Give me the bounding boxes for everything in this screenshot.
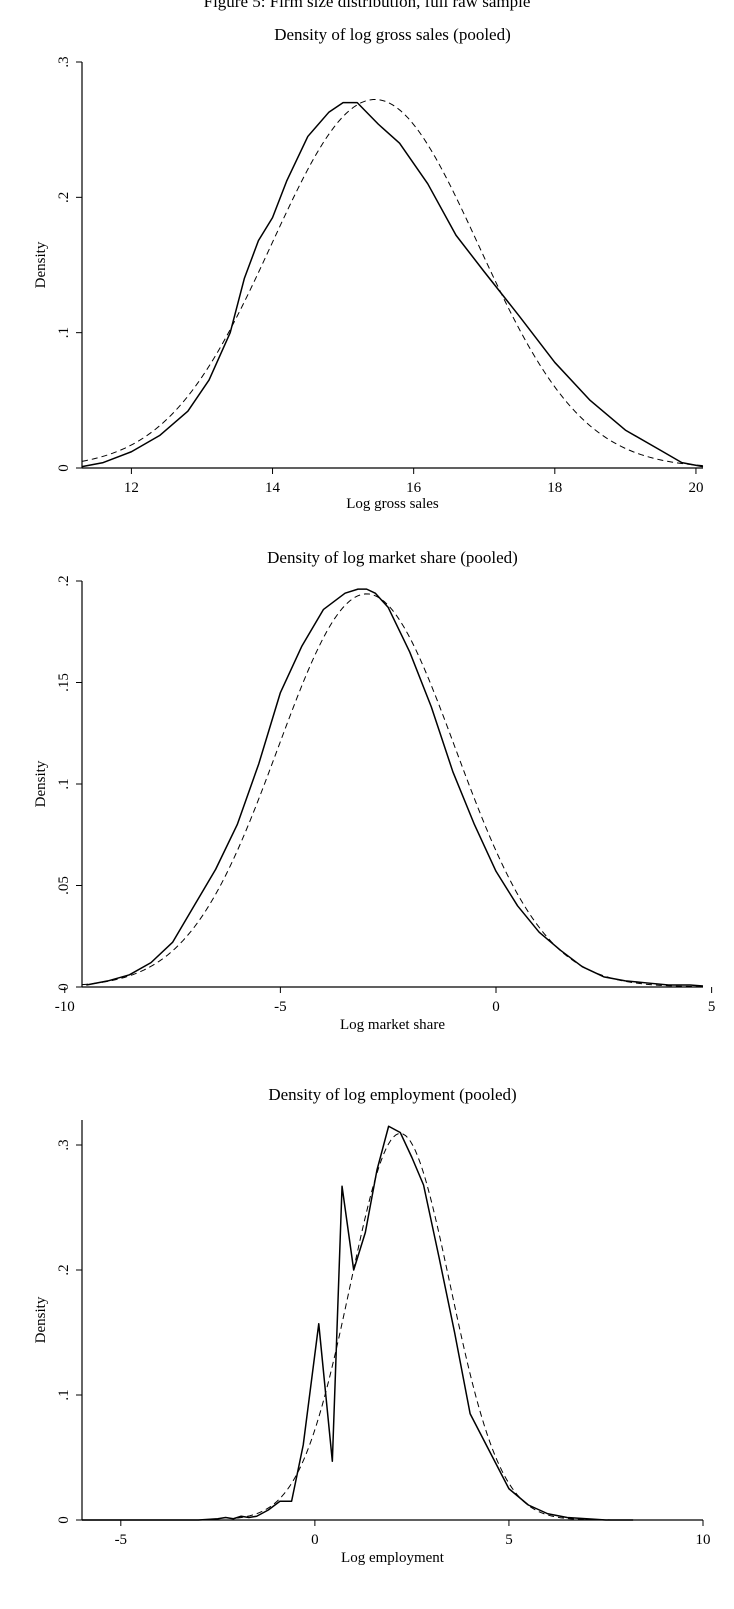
x-axis-label-market-share: Log market share [340,1017,445,1033]
x-tick-label-employment: 10 [696,1532,711,1548]
x-tick-label-gross-sales: 14 [265,480,281,496]
kernel-density-line-gross-sales [81,101,704,468]
y-tick-label-market-share: .2 [56,575,72,586]
x-tick-label-employment: -5 [115,1532,128,1548]
normal-density-line-market-share [81,593,704,988]
y-tick-label-gross-sales: .1 [56,327,72,338]
y-tick-label-market-share: .05 [56,876,72,895]
y-axis-label-employment: Density [33,1296,49,1343]
y-axis-label-market-share: Density [33,760,49,807]
x-tick-label-market-share: 0 [492,999,500,1015]
x-tick-label-market-share: -5 [274,999,287,1015]
chart-panel-gross-sales: Density of log gross sales (pooled) 0 .1 .2… [0,20,734,540]
y-tick-label-gross-sales: .2 [56,192,72,203]
y-tick-label-market-share: .1 [56,778,72,789]
x-axis-label-gross-sales: Log gross sales [346,496,439,512]
chart-employment: Density of log employment (pooled) 0 .1 .2.… [33,1085,711,1566]
chart-market-share: Density of log market share (pooled) 0 .05… [33,548,716,1033]
y-tick-label-employment: .3 [56,1139,72,1150]
y-tick-label-market-share: 0 [56,983,72,991]
chart-panel-employment: Density of log employment (pooled) 0 .1 .2.… [0,1075,734,1609]
chart-title-employment: Density of log employment (pooled) [268,1085,516,1104]
y-tick-label-employment: 0 [56,1516,72,1524]
y-tick-label-employment: .1 [56,1389,72,1400]
x-tick-label-gross-sales: 18 [547,480,562,496]
x-tick-label-employment: 0 [311,1532,319,1548]
chart-gross-sales: Density of log gross sales (pooled) 0 .1 .2… [33,25,704,512]
chart-panel-market-share: Density of log market share (pooled) 0 .05… [0,545,734,1065]
y-axis-label-gross-sales: Density [33,241,49,288]
kernel-density-line-employment [82,1125,634,1521]
kernel-density-line-market-share [86,588,704,987]
normal-density-line-employment [237,1132,634,1521]
y-tick-label-employment: .2 [56,1264,72,1275]
y-tick-label-market-share: .15 [56,673,72,692]
y-tick-label-gross-sales: .3 [56,56,72,67]
x-tick-label-market-share: 5 [708,999,716,1015]
x-tick-label-gross-sales: 20 [688,480,703,496]
x-axis-label-employment: Log employment [341,1550,445,1566]
x-tick-label-market-share: -10 [55,999,75,1015]
normal-density-line-gross-sales [81,99,704,467]
chart-title-gross-sales: Density of log gross sales (pooled) [274,25,511,44]
x-tick-label-gross-sales: 16 [406,480,422,496]
page-header: Figure 5: Firm size distribution, full r… [203,0,531,11]
x-tick-label-gross-sales: 12 [124,480,139,496]
chart-title-market-share: Density of log market share (pooled) [267,548,518,567]
x-tick-label-employment: 5 [505,1532,513,1548]
y-tick-label-gross-sales: 0 [56,464,72,472]
